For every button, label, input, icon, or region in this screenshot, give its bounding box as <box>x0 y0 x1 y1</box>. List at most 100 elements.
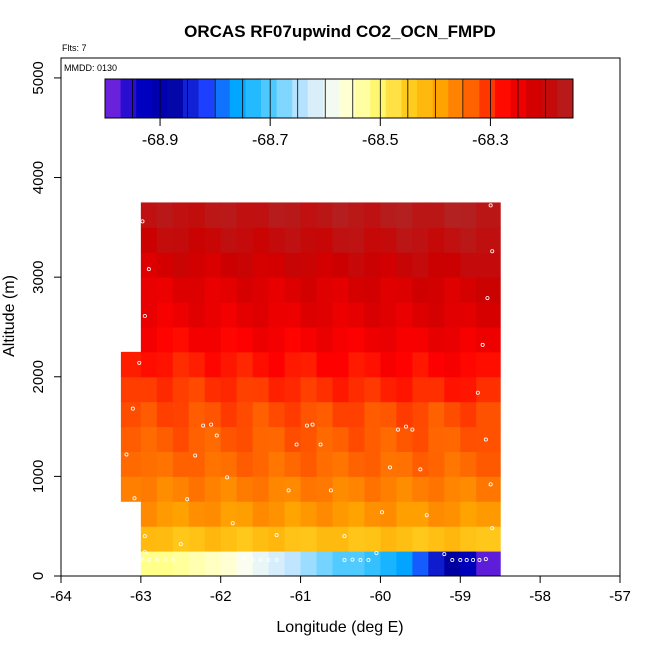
heatmap-cell <box>428 351 445 378</box>
heatmap-cell <box>444 227 461 253</box>
heatmap-cell <box>396 501 413 527</box>
colorbar-segment <box>526 79 543 118</box>
sample-point <box>185 497 190 502</box>
y-axis-label: Altitude (m) <box>1 275 18 357</box>
heatmap-cell <box>412 202 429 228</box>
heatmap-cell <box>156 526 174 552</box>
heatmap-cell <box>268 351 286 378</box>
heatmap-cell <box>220 476 238 502</box>
heatmap-cell <box>444 451 461 477</box>
heatmap-cell <box>156 326 174 353</box>
sample-point <box>488 482 493 487</box>
heatmap-cell <box>220 551 238 577</box>
heatmap-cell <box>300 277 318 303</box>
colorbar-segment <box>370 79 387 118</box>
heatmap-cells <box>120 202 501 577</box>
heatmap-cell <box>332 277 349 303</box>
heatmap-cell <box>444 326 461 353</box>
heatmap-cell <box>300 451 318 477</box>
heatmap-cell <box>332 351 349 378</box>
heatmap-cell <box>364 501 381 527</box>
heatmap-cell <box>316 326 334 353</box>
heatmap-cell <box>396 326 413 353</box>
heatmap-cell <box>316 451 334 477</box>
colorbar-segment <box>292 79 309 118</box>
heatmap-cell <box>236 326 254 353</box>
x-tick-label: -62 <box>210 588 232 605</box>
heatmap-cell <box>460 401 477 428</box>
heatmap-cell <box>364 302 381 328</box>
x-tick-label: -58 <box>529 588 551 605</box>
heatmap-cell <box>476 351 501 378</box>
heatmap-cell <box>332 551 349 577</box>
sample-point <box>388 465 393 470</box>
heatmap-cell <box>348 426 365 452</box>
heatmap-cell <box>332 252 349 278</box>
heatmap-cell <box>284 302 302 328</box>
heatmap-cell <box>316 401 334 428</box>
sample-point <box>342 558 347 563</box>
heatmap-cell <box>156 376 174 403</box>
sample-point <box>380 510 385 515</box>
heatmap-cell <box>204 202 222 228</box>
sample-point <box>480 342 485 347</box>
heatmap-cell <box>188 551 206 577</box>
heatmap-cell <box>236 252 254 278</box>
heatmap-cell <box>140 501 158 527</box>
heatmap-cell <box>396 401 413 428</box>
heatmap-cell <box>332 451 349 477</box>
heatmap-cell <box>252 426 270 452</box>
heatmap-cell <box>172 351 190 378</box>
sample-point <box>258 557 263 562</box>
heatmap-cell <box>268 451 286 477</box>
heatmap-cell <box>172 302 190 328</box>
heatmap-cell <box>380 227 397 253</box>
heatmap-cell <box>252 351 270 378</box>
heatmap-cell <box>284 551 302 577</box>
sample-point <box>418 467 423 472</box>
heatmap-cell <box>284 401 302 428</box>
heatmap-cell <box>252 476 270 502</box>
heatmap-cell <box>236 476 254 502</box>
heatmap-cell <box>348 227 365 253</box>
colorbar-frame <box>104 78 574 119</box>
heatmap-cell <box>412 252 429 278</box>
colorbar-tick-label: -68.3 <box>472 132 509 149</box>
heatmap-cell <box>316 376 334 403</box>
heatmap-cell <box>268 401 286 428</box>
heatmap-cell <box>444 551 461 577</box>
colorbar-segment <box>229 79 246 118</box>
heatmap-cell <box>412 326 429 353</box>
sample-point <box>170 558 175 563</box>
heatmap-cell <box>284 526 302 552</box>
heatmap-cell <box>316 501 334 527</box>
heatmap-cell <box>156 401 174 428</box>
sample-point <box>137 360 142 365</box>
heatmap-cell <box>364 426 381 452</box>
sample-point <box>442 552 447 557</box>
heatmap-cell <box>120 451 142 477</box>
x-tick-label: -64 <box>50 588 72 605</box>
heatmap-cell <box>188 227 206 253</box>
heatmap-cell <box>460 227 477 253</box>
sample-point <box>464 558 469 563</box>
heatmap-cell <box>428 302 445 328</box>
heatmap-cell <box>204 302 222 328</box>
heatmap-cell <box>236 526 254 552</box>
heatmap-cell <box>140 451 158 477</box>
heatmap-cell <box>380 326 397 353</box>
heatmap-cell <box>364 476 381 502</box>
heatmap-cell <box>316 227 334 253</box>
y-tick-label: 3000 <box>30 260 47 293</box>
sample-point <box>142 550 147 555</box>
heatmap-cell <box>460 376 477 403</box>
heatmap-cell <box>284 451 302 477</box>
sample-point <box>424 513 429 518</box>
heatmap-cell <box>252 376 270 403</box>
heatmap-cell <box>236 277 254 303</box>
heatmap-cell <box>364 376 381 403</box>
heatmap-cell <box>444 351 461 378</box>
heatmap-cell <box>364 202 381 228</box>
heatmap-cell <box>268 476 286 502</box>
colorbar-segment <box>214 79 231 118</box>
